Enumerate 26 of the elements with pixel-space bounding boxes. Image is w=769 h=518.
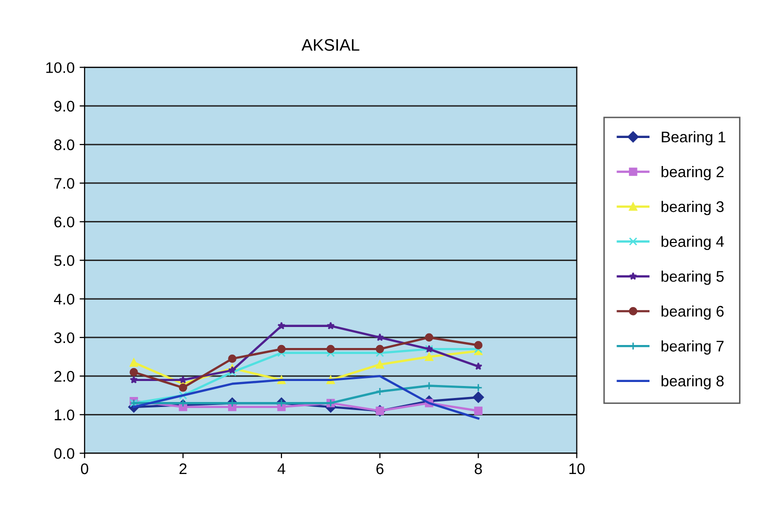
y-tick-label: 1.0 bbox=[54, 410, 74, 420]
chart-title: AKSIAL bbox=[302, 39, 360, 51]
legend-label: bearing 7 bbox=[662, 340, 724, 355]
legend-label: bearing 3 bbox=[662, 200, 724, 216]
y-tick-label: 7.0 bbox=[54, 178, 74, 189]
legend-label: bearing 6 bbox=[662, 305, 724, 320]
legend-label: bearing 2 bbox=[662, 166, 724, 180]
y-tick-label: 10.0 bbox=[46, 62, 74, 74]
y-tick-label: 4.0 bbox=[54, 294, 74, 305]
legend-label: bearing 5 bbox=[662, 270, 724, 285]
y-tick-label: 3.0 bbox=[54, 332, 74, 344]
y-tick-label: 5.0 bbox=[54, 255, 74, 266]
x-tick-label: 10 bbox=[569, 463, 585, 474]
x-tick-label: 4 bbox=[278, 464, 286, 474]
y-tick-label: 0.0 bbox=[54, 448, 74, 459]
x-tick-label: 2 bbox=[180, 463, 187, 474]
legend-label: bearing 4 bbox=[662, 236, 724, 250]
y-tick-label: 9.0 bbox=[54, 100, 74, 112]
y-tick-label: 2.0 bbox=[54, 370, 74, 382]
x-tick-label: 0 bbox=[80, 463, 88, 474]
legend-label: bearing 8 bbox=[662, 375, 724, 390]
y-tick-label: 8.0 bbox=[54, 139, 74, 150]
y-tick-label: 6.0 bbox=[54, 216, 74, 228]
x-tick-label: 6 bbox=[376, 463, 384, 474]
legend-label: Bearing 1 bbox=[662, 131, 726, 146]
x-tick-label: 8 bbox=[474, 463, 482, 474]
